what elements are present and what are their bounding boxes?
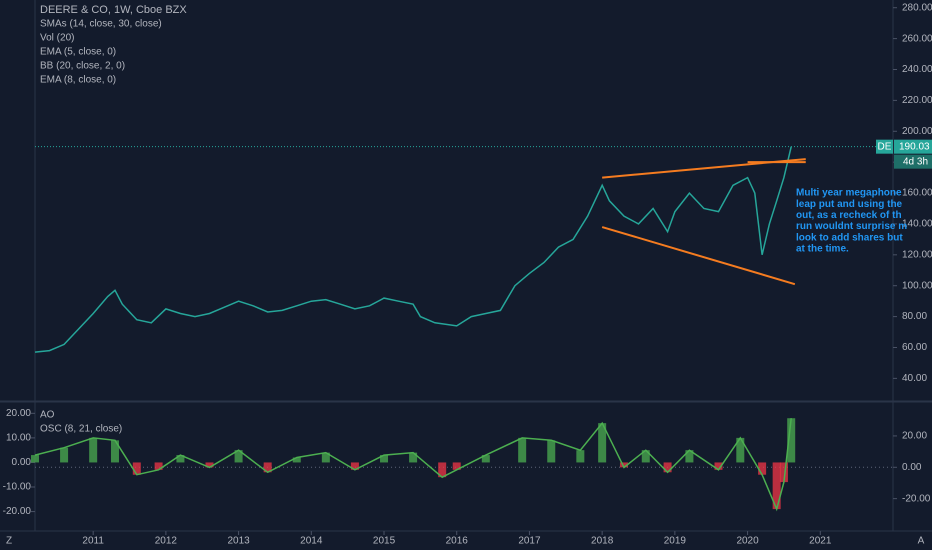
osc-title: AO: [40, 410, 55, 421]
osc-subtitle: OSC (8, 21, close): [40, 424, 122, 435]
ao-bar: [263, 462, 272, 473]
y-tick-label: -20.00: [902, 493, 931, 504]
price-line: [34, 146, 792, 353]
ao-bar: [619, 462, 628, 468]
price-tag-bg: [894, 139, 932, 154]
y2-tick-label: 20.00: [6, 408, 31, 419]
ao-bar: [787, 418, 796, 463]
ao-bar: [60, 447, 69, 463]
price-tag: 190.03: [899, 141, 930, 152]
ao-bar: [641, 450, 650, 463]
annotation: out, as a recheck of th: [796, 210, 902, 221]
x-tick-label: 2011: [82, 536, 104, 547]
button[interactable]: A: [918, 536, 925, 547]
ao-bar: [598, 423, 607, 463]
y-tick-label: 120.00: [902, 249, 932, 260]
ao-bar: [154, 462, 163, 470]
ao-bar: [380, 455, 389, 463]
annotation: Multi year megaphone: [796, 188, 902, 199]
y-tick-label: 60.00: [902, 342, 927, 353]
indicator-legend: EMA (5, close, 0): [40, 47, 116, 58]
ao-bar: [409, 452, 418, 463]
indicator-legend: EMA (8, close, 0): [40, 75, 116, 86]
x-tick-label: 2017: [518, 536, 541, 547]
countdown-bg: [894, 154, 932, 169]
symbol-tag-bg: [876, 139, 893, 154]
x-tick-label: 2020: [736, 536, 759, 547]
ao-bar: [321, 452, 330, 463]
y-tick-label: 240.00: [902, 64, 932, 75]
y-tick-label: 100.00: [902, 280, 932, 291]
y2-tick-label: -10.00: [3, 482, 32, 493]
annotation: at the time.: [796, 244, 849, 255]
ao-bar: [758, 462, 767, 475]
y-tick-label: 260.00: [902, 33, 932, 44]
ao-bar: [772, 462, 781, 510]
button[interactable]: Z: [6, 536, 12, 547]
y-tick-label: 160.00: [902, 188, 932, 199]
ao-bar: [685, 450, 694, 463]
annotation: run wouldnt surprise m: [796, 221, 907, 232]
ao-bar: [736, 437, 745, 463]
ao-bar: [576, 450, 585, 463]
x-tick-label: 2015: [373, 536, 396, 547]
ao-bar: [292, 457, 301, 463]
ao-bar: [663, 462, 672, 473]
ao-bar: [779, 462, 788, 483]
y-tick-label: 140.00: [902, 219, 932, 230]
ao-bar: [176, 455, 185, 463]
ao-bar: [132, 462, 141, 475]
ao-bar: [452, 462, 461, 470]
y-tick-label: 200.00: [902, 126, 932, 137]
x-tick-label: 2012: [155, 536, 178, 547]
indicator-legend: BB (20, close, 2, 0): [40, 61, 125, 72]
ao-bar: [438, 462, 447, 478]
countdown: 4d 3h: [903, 156, 928, 167]
y-tick-label: 280.00: [902, 2, 932, 13]
ao-bar: [31, 455, 39, 463]
ao-bar: [234, 450, 243, 463]
ao-bar: [350, 462, 359, 470]
ao-bar: [205, 462, 214, 468]
ao-bar: [547, 440, 556, 463]
y-tick-label: 20.00: [902, 431, 927, 442]
x-tick-label: 2018: [591, 536, 614, 547]
annotation: look to add shares but: [796, 232, 903, 243]
symbol-tag: DE: [878, 141, 892, 152]
y-tick-label: 80.00: [902, 311, 927, 322]
ao-line: [34, 418, 792, 512]
x-tick-label: 2019: [664, 536, 687, 547]
x-tick-label: 2021: [809, 536, 832, 547]
trendline: [601, 226, 796, 286]
ao-bar: [518, 437, 527, 463]
symbol-legend: DEERE & CO, 1W, Cboe BZX: [40, 4, 187, 16]
ao-bar: [110, 440, 119, 463]
x-tick-label: 2016: [446, 536, 469, 547]
y-tick-label: 220.00: [902, 95, 932, 106]
annotation: leap put and using the: [796, 199, 903, 210]
y-tick-label: 0.00: [902, 462, 922, 473]
y2-tick-label: -20.00: [3, 506, 32, 517]
y-tick-label: 40.00: [902, 373, 927, 384]
ao-bar: [714, 462, 723, 470]
x-tick-label: 2014: [300, 536, 323, 547]
y2-tick-label: 10.00: [6, 433, 31, 444]
x-tick-label: 2013: [227, 536, 250, 547]
indicator-legend: SMAs (14, close, 30, close): [40, 19, 162, 30]
indicator-legend: Vol (20): [40, 33, 74, 44]
ao-bar: [481, 455, 490, 463]
ao-bar: [89, 437, 98, 463]
y2-tick-label: 0.00: [12, 457, 32, 468]
